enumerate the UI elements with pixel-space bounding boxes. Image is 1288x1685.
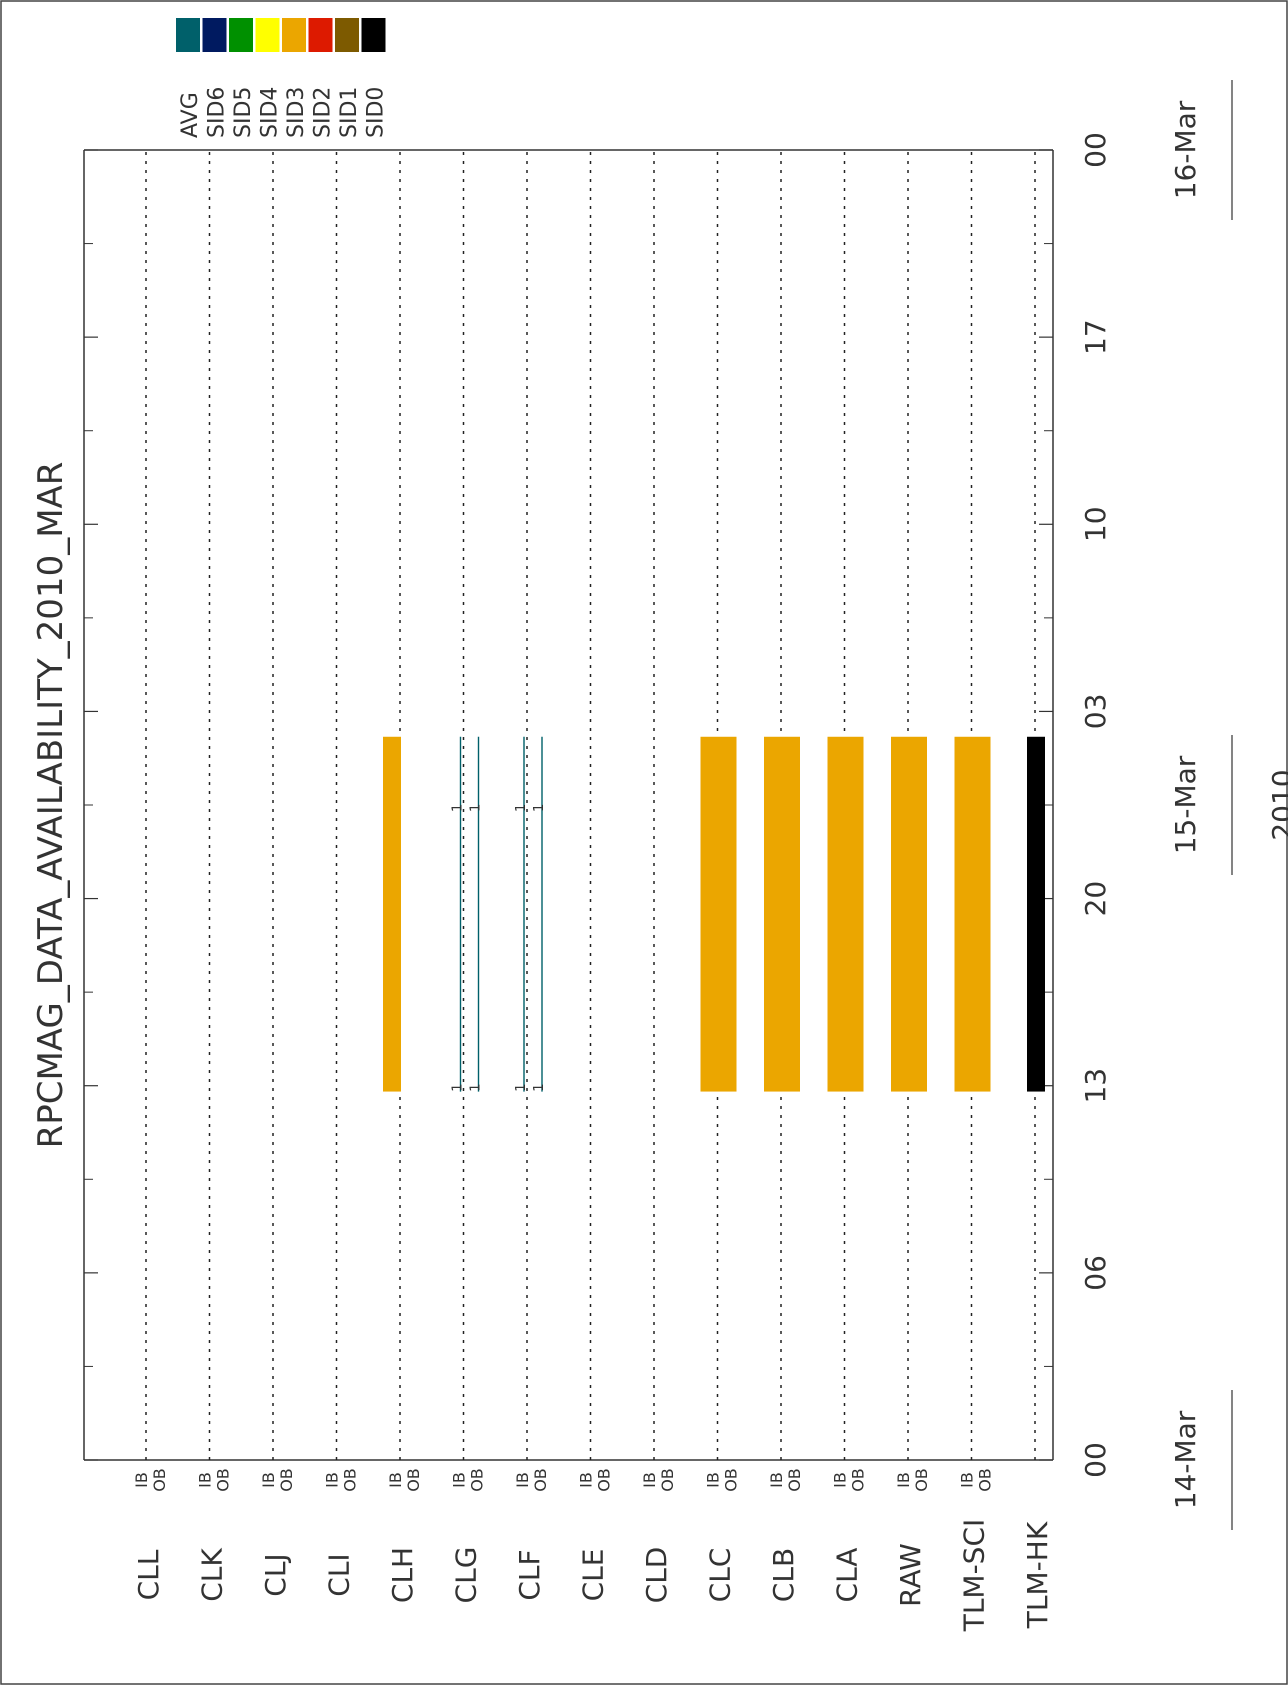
- legend-label: AVG: [178, 92, 203, 138]
- row-label: CLI: [323, 1553, 356, 1596]
- time-tick-label: 06: [1079, 1255, 1112, 1291]
- legend-label: SID4: [258, 87, 283, 138]
- sub-row-label-ib: IB: [640, 1472, 659, 1488]
- legend-swatch: [229, 18, 253, 52]
- interval-bar: [891, 736, 909, 1092]
- time-tick-label: 00: [1079, 132, 1112, 168]
- interval-bar: [909, 736, 927, 1092]
- interval-bar: [827, 736, 846, 1092]
- sub-row-label-ib: IB: [958, 1472, 977, 1488]
- row-label: TLM-HK: [1021, 1521, 1054, 1629]
- sub-row-label-ob: OB: [404, 1468, 423, 1492]
- sub-row-label-ib: IB: [894, 1472, 913, 1488]
- sub-row-label-ob: OB: [531, 1468, 550, 1492]
- row-label: CLL: [132, 1549, 165, 1600]
- legend-swatch: [202, 18, 227, 52]
- rotated-plot-group: RPCMAG_DATA_AVAILABILITY_2010_MAR 00 06 13 2…: [31, 18, 1288, 1632]
- sub-row-label-ib: IB: [450, 1472, 469, 1488]
- legend-swatch: [361, 18, 386, 52]
- time-tick-label: 03: [1079, 694, 1112, 730]
- year-label: 2010: [1266, 769, 1288, 840]
- annotation-marker: 1: [514, 804, 529, 812]
- sub-row-label-ob: OB: [722, 1468, 741, 1492]
- legend-swatch: [282, 18, 306, 52]
- legend-label: SID0: [364, 87, 389, 138]
- sub-row-label-ib: IB: [132, 1472, 151, 1488]
- sub-row-label-ob: OB: [595, 1468, 614, 1492]
- sub-row-label-ib: IB: [767, 1472, 786, 1488]
- sub-row-label-ob: OB: [150, 1468, 169, 1492]
- interval-bar: [718, 736, 737, 1092]
- row-label: CLH: [386, 1547, 419, 1603]
- interval-bar: [782, 736, 800, 1092]
- time-tick-label: 10: [1079, 506, 1112, 542]
- date-label: 15-Mar: [1169, 755, 1202, 854]
- sub-row-label-ob: OB: [785, 1468, 804, 1492]
- sub-row-label-ib: IB: [386, 1472, 405, 1488]
- time-tick-label: 00: [1079, 1442, 1112, 1478]
- row-label: CLG: [450, 1547, 483, 1604]
- sub-row-label-ob: OB: [658, 1468, 677, 1492]
- row-label: CLE: [577, 1549, 610, 1602]
- annotation-marker: 1: [469, 804, 484, 812]
- time-tick-label: 17: [1079, 319, 1112, 355]
- row-label: CLA: [831, 1548, 864, 1603]
- sub-row-label-ib: IB: [577, 1472, 596, 1488]
- interval-bar: [764, 736, 782, 1092]
- interval-bar: [972, 736, 991, 1092]
- sub-row-label-ib: IB: [196, 1472, 215, 1488]
- time-tick-label: 13: [1079, 1068, 1112, 1104]
- interval-bar: [1027, 736, 1045, 1092]
- row-label: CLD: [640, 1547, 673, 1604]
- annotation-marker: 1: [469, 1083, 484, 1091]
- row-label: CLF: [513, 1549, 546, 1600]
- sub-row-label-ob: OB: [214, 1468, 233, 1492]
- sub-row-label-ob: OB: [277, 1468, 296, 1492]
- sub-row-label-ob: OB: [849, 1468, 868, 1492]
- legend-swatch: [308, 18, 333, 52]
- chart-title: RPCMAG_DATA_AVAILABILITY_2010_MAR: [31, 462, 71, 1149]
- sub-row-label-ib: IB: [704, 1472, 723, 1488]
- annotation-marker: 1: [532, 804, 547, 812]
- time-tick-label: 20: [1079, 881, 1112, 917]
- row-label: CLK: [196, 1548, 229, 1602]
- legend-swatch: [335, 18, 359, 52]
- legend-label: SID6: [205, 87, 230, 138]
- legend-swatch: [255, 18, 280, 52]
- sub-row-label-ob: OB: [976, 1468, 995, 1492]
- legend-swatch: [176, 18, 200, 52]
- annotation-marker: 1: [451, 804, 466, 812]
- legend-label: SID1: [337, 87, 362, 138]
- interval-bar: [700, 736, 719, 1092]
- sub-row-label-ib: IB: [831, 1472, 850, 1488]
- row-label: RAW: [894, 1543, 927, 1607]
- annotation-marker: 1: [532, 1083, 547, 1091]
- legend-label: SID2: [311, 87, 336, 138]
- date-label: 14-Mar: [1169, 1410, 1202, 1509]
- interval-bar: [845, 736, 864, 1092]
- row-label: TLM-SCI: [958, 1519, 991, 1633]
- interval-bar: [954, 736, 973, 1092]
- sub-row-label-ob: OB: [468, 1468, 487, 1492]
- legend-label: SID3: [284, 87, 309, 138]
- sub-row-label-ib: IB: [513, 1472, 532, 1488]
- sub-row-label-ib: IB: [323, 1472, 342, 1488]
- row-label: CLB: [767, 1548, 800, 1602]
- sub-row-label-ob: OB: [341, 1468, 360, 1492]
- annotation-marker: 1: [514, 1083, 529, 1091]
- row-label: CLJ: [259, 1553, 292, 1596]
- row-label: CLC: [704, 1548, 737, 1603]
- sub-row-label-ib: IB: [259, 1472, 278, 1488]
- annotation-marker: 1: [451, 1083, 466, 1091]
- date-label: 16-Mar: [1169, 100, 1202, 199]
- interval-bar: [383, 736, 401, 1092]
- sub-row-label-ob: OB: [912, 1468, 931, 1492]
- legend-label: SID5: [231, 87, 256, 138]
